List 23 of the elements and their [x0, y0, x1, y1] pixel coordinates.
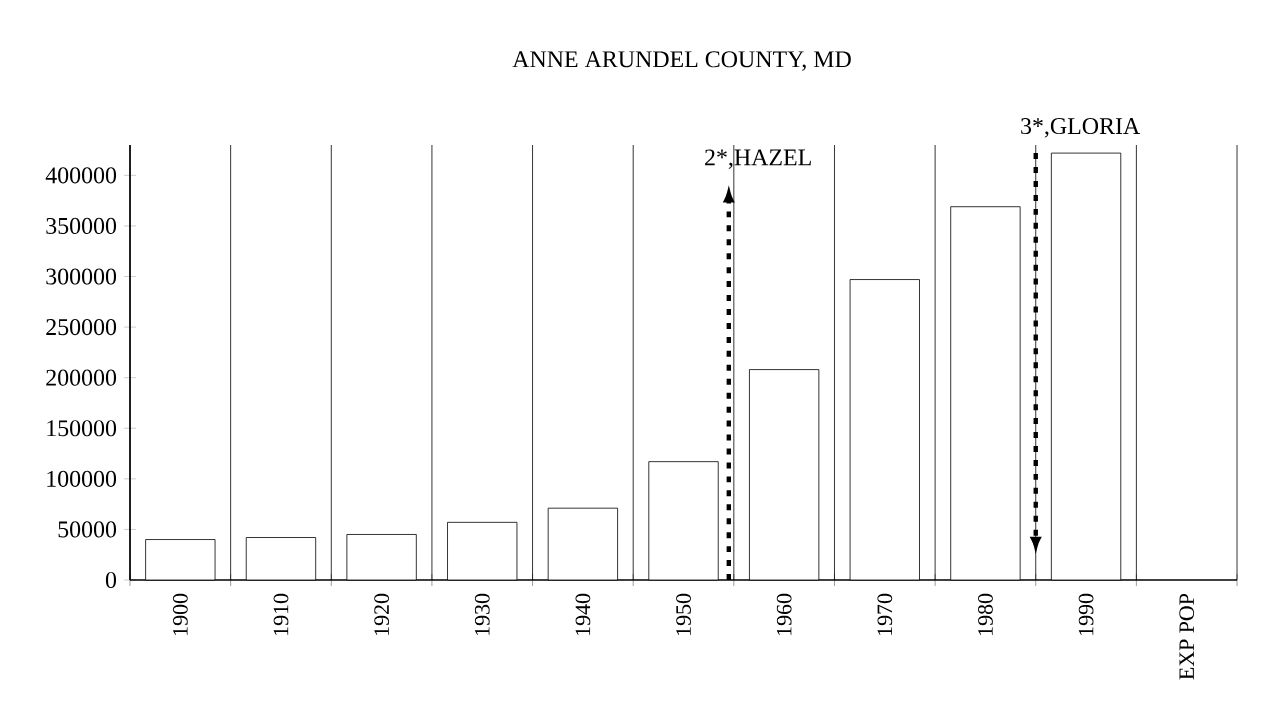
y-tick-label: 150000 — [47, 420, 117, 437]
x-tick-label: 1930 — [474, 593, 490, 635]
y-tick-label: 50000 — [58, 521, 117, 538]
x-tick-label: 1990 — [1078, 593, 1094, 635]
chart-title: ANNE ARUNDEL COUNTY, MD — [512, 51, 851, 71]
x-tick-label: 1950 — [676, 593, 691, 635]
x-tick-label: 1980 — [978, 593, 993, 635]
x-tick-label: 1910 — [273, 593, 289, 635]
annotation: 2*,HAZEL — [705, 149, 811, 169]
y-tick-label: 0 — [105, 571, 117, 589]
x-tick-label: 1940 — [575, 593, 591, 635]
x-tick-label: 1960 — [776, 593, 792, 635]
y-tick-label: 100000 — [47, 470, 117, 487]
x-tick-label: 1920 — [374, 593, 389, 635]
y-tick-label: 300000 — [46, 268, 117, 285]
x-tick-label: EXP POP — [1179, 593, 1195, 680]
y-tick-label: 200000 — [46, 369, 117, 386]
text: 3*,GLORIA — [1021, 118, 1141, 138]
y-tick-label: 250000 — [46, 319, 117, 336]
y-tick-label: 350000 — [46, 217, 117, 234]
y-tick-label: 400000 — [45, 167, 117, 184]
x-tick-label: 1900 — [172, 593, 188, 635]
x-tick-label: 1970 — [877, 593, 893, 635]
